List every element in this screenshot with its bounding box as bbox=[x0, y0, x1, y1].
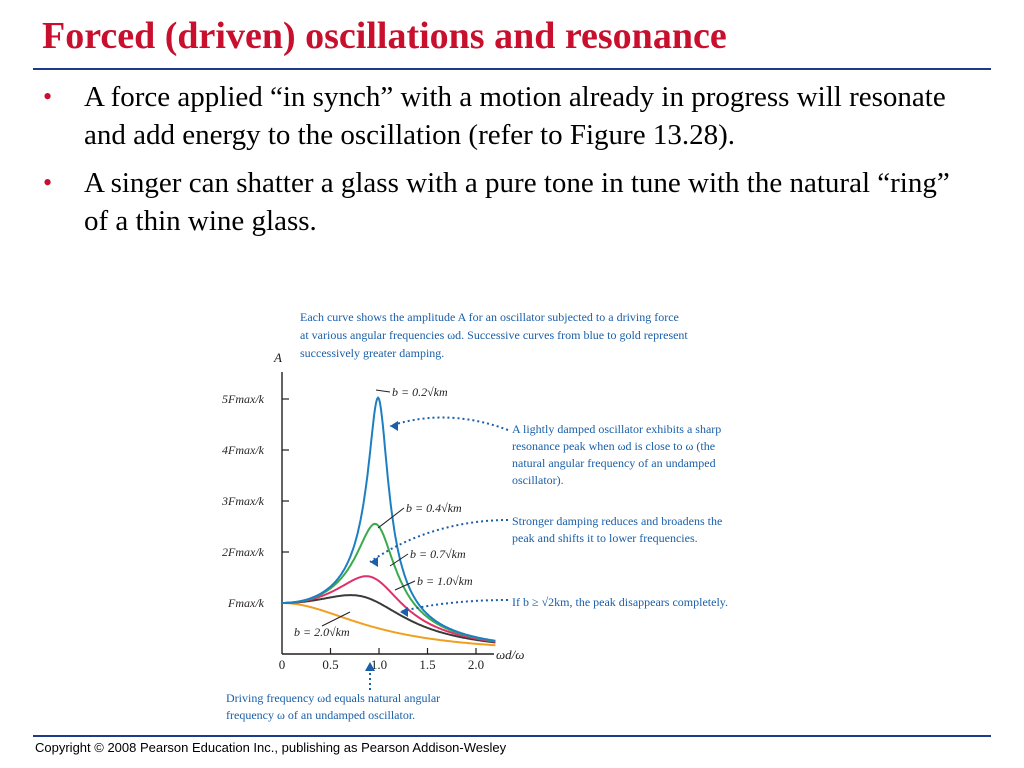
curve-b-2 bbox=[282, 602, 496, 647]
resonance-figure: Each curve shows the amplitude A for an … bbox=[210, 300, 820, 730]
curve-label-b10: b = 1.0√km bbox=[417, 574, 473, 588]
y-axis-label: A bbox=[273, 350, 282, 365]
y-tick-label: Fmax/k bbox=[227, 596, 265, 610]
arrow-head bbox=[365, 662, 375, 671]
annotation-line: A lightly damped oscillator exhibits a s… bbox=[512, 422, 721, 436]
arrow-head bbox=[370, 557, 378, 567]
label-leader bbox=[321, 611, 351, 627]
x-tick-label: 2.0 bbox=[468, 657, 484, 672]
curve-label-b02: b = 0.2√km bbox=[392, 385, 448, 399]
x-tick-label: 1.5 bbox=[419, 657, 435, 672]
pointer-group bbox=[365, 416, 509, 690]
resonance-chart: Each curve shows the amplitude A for an … bbox=[221, 310, 728, 722]
curve-b-07 bbox=[282, 575, 496, 643]
x-tick-label: 0.5 bbox=[322, 657, 338, 672]
x-axis-label: ωd/ω bbox=[496, 647, 524, 662]
curve-label-b04: b = 0.4√km bbox=[406, 501, 462, 515]
bullet-item: • A force applied “in synch” with a motio… bbox=[40, 78, 970, 154]
y-tick-label: 5Fmax/k bbox=[222, 392, 265, 406]
title-divider bbox=[33, 68, 991, 70]
arrow-head bbox=[400, 607, 408, 617]
annotation-arrow bbox=[369, 519, 509, 563]
bottom-note-line: frequency ω of an undamped oscillator. bbox=[226, 708, 415, 722]
bullet-list: • A force applied “in synch” with a motio… bbox=[40, 78, 970, 250]
x-tick-label: 0 bbox=[279, 657, 286, 672]
curve-label-b07: b = 0.7√km bbox=[410, 547, 466, 561]
curve-b-02 bbox=[282, 396, 496, 642]
curve-label-b20: b = 2.0√km bbox=[294, 625, 350, 639]
tick-group: 0 0.5 1.0 1.5 2.0 Fmax/k 2Fmax/k 3Fmax/k 4Fmax/k… bbox=[221, 392, 484, 672]
annotation-line: Stronger damping reduces and broadens th… bbox=[512, 514, 722, 528]
curve-group bbox=[282, 389, 496, 647]
copyright-footer: Copyright © 2008 Pearson Education Inc.,… bbox=[35, 740, 507, 755]
footer-divider bbox=[33, 735, 991, 737]
annotation-line: resonance peak when ωd is close to ω (th… bbox=[512, 439, 715, 453]
arrow-head bbox=[390, 421, 398, 431]
label-leader bbox=[375, 389, 391, 393]
bullet-icon: • bbox=[43, 168, 53, 197]
annotation-line: natural angular frequency of an undamped bbox=[512, 456, 716, 470]
annotation-line: oscillator). bbox=[512, 473, 564, 487]
annotation-line: peak and shifts it to lower frequencies. bbox=[512, 531, 698, 545]
curve-b-1 bbox=[282, 594, 496, 644]
bullet-item: • A singer can shatter a glass with a pur… bbox=[40, 164, 970, 240]
caption-line: Each curve shows the amplitude A for an … bbox=[300, 310, 679, 324]
bullet-icon: • bbox=[43, 82, 53, 111]
label-leader bbox=[377, 507, 405, 529]
x-tick-label: 1.0 bbox=[371, 657, 387, 672]
y-tick-label: 3Fmax/k bbox=[221, 494, 265, 508]
caption-line: successively greater damping. bbox=[300, 346, 444, 360]
caption-line: at various angular frequencies ωd. Succe… bbox=[300, 328, 688, 342]
y-tick-label: 4Fmax/k bbox=[222, 443, 265, 457]
slide-title: Forced (driven) oscillations and resonan… bbox=[42, 15, 727, 57]
bottom-note-line: Driving frequency ωd equals natural angu… bbox=[226, 691, 440, 705]
annotation-line: If b ≥ √2km, the peak disappears complet… bbox=[512, 595, 728, 609]
label-leader bbox=[389, 553, 409, 567]
bullet-text: A force applied “in synch” with a motion… bbox=[84, 81, 946, 151]
bullet-text: A singer can shatter a glass with a pure… bbox=[84, 167, 950, 237]
label-leader bbox=[394, 580, 416, 591]
annotation-arrow bbox=[389, 416, 509, 431]
y-tick-label: 2Fmax/k bbox=[222, 545, 265, 559]
